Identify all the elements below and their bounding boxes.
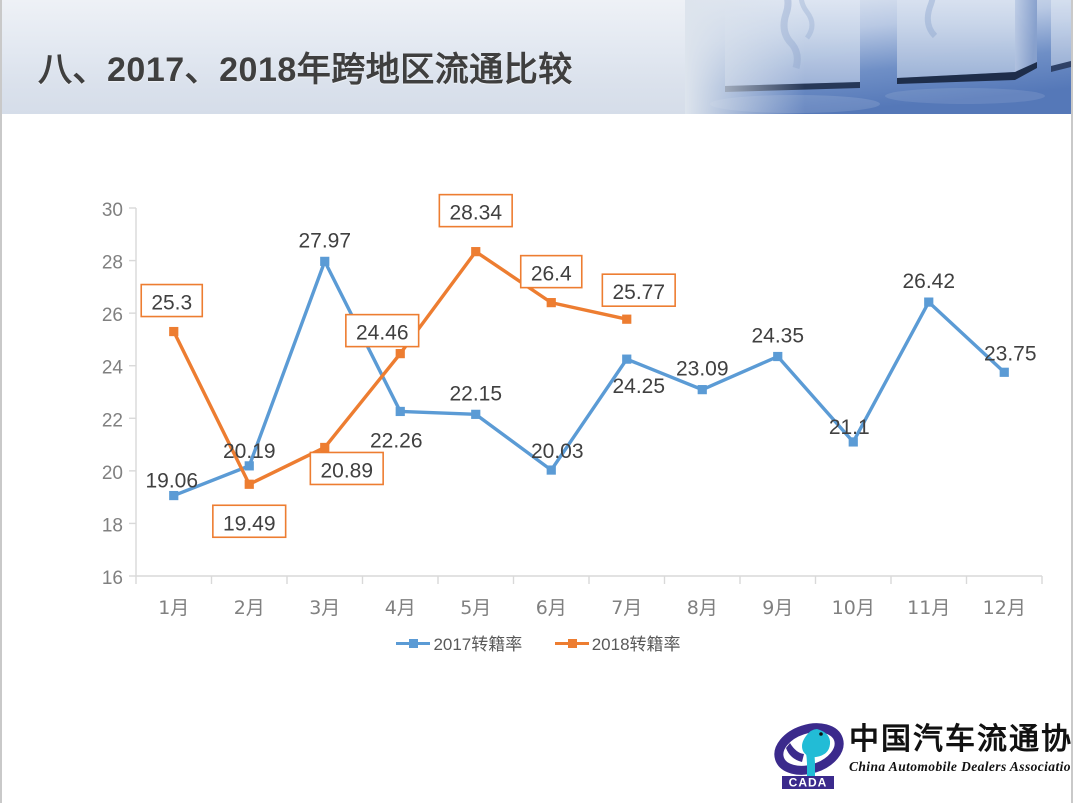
series-marker-1 [244, 461, 254, 471]
series-marker-2 [546, 298, 556, 308]
data-label-1: 23.75 [984, 342, 1037, 365]
series-marker-1 [999, 367, 1009, 377]
data-label-box-2 [519, 254, 583, 289]
data-label-1: 21.1 [829, 416, 870, 439]
series-marker-1 [546, 465, 556, 475]
data-label-2: 26.4 [531, 263, 572, 286]
x-axis-tick-label: 2月 [234, 597, 265, 619]
series-marker-2 [169, 326, 179, 337]
y-axis-tick-label: 26 [102, 305, 123, 326]
series-marker-1 [320, 256, 330, 266]
x-axis-tick-label: 4月 [385, 597, 416, 619]
data-label-1: 24.35 [751, 325, 804, 348]
data-label-box-2 [438, 193, 513, 228]
chart-plot-area: 16 18 20 22 24 26 28 30 1月 2月 3月 4月 5月 6月 7月 8月 9月 10月 11… [102, 193, 1043, 619]
series-marker-2 [244, 479, 254, 489]
y-axis-tick-label: 24 [102, 358, 124, 379]
y-axis-tick-label: 30 [102, 200, 123, 221]
x-axis-tick-label: 12月 [983, 597, 1026, 619]
data-label-1: 27.97 [298, 229, 351, 252]
chart-series [169, 247, 1009, 501]
legend-swatch-2017 [396, 637, 431, 649]
x-axis-tick-label: 6月 [536, 597, 567, 619]
y-axis-tick-label: 22 [102, 410, 123, 431]
series-marker-1 [395, 406, 405, 417]
series-marker-1 [848, 437, 858, 447]
series-marker-2 [471, 247, 481, 257]
cada-logo: CADA 中国汽车流通协会 China Automobile Dealers A… [773, 719, 1073, 795]
data-label-2: 24.46 [356, 322, 409, 345]
page-title: 八、2017、2018年跨地区流通比较 [38, 51, 573, 89]
cada-name-cn: 中国汽车流通协会 [849, 722, 1073, 757]
data-label-2: 28.34 [449, 202, 502, 225]
slide-header-band: 八、2017、2018年跨地区流通比较 [2, 0, 1071, 114]
data-label-1: 22.15 [449, 382, 502, 405]
series-marker-1 [697, 385, 707, 395]
data-label-box-2 [309, 451, 384, 486]
cada-logo-mark: CADA [773, 721, 845, 790]
x-axis-tick-label: 1月 [158, 597, 189, 619]
x-axis-tick-label: 3月 [309, 597, 340, 619]
series-marker-1 [471, 409, 481, 419]
data-label-box-2 [212, 504, 287, 539]
x-axis-tick-label: 10月 [832, 597, 875, 619]
data-label-1: 24.25 [612, 375, 665, 398]
data-label-1: 19.06 [145, 470, 198, 493]
series-marker-1 [924, 297, 934, 307]
data-label-2: 25.3 [151, 292, 192, 315]
y-axis: 16 18 20 22 24 26 28 30 [102, 200, 137, 589]
legend-swatch-2018 [554, 637, 589, 649]
x-axis-tick-label: 8月 [687, 597, 718, 619]
data-label-1: 23.09 [676, 358, 729, 381]
series-marker-1 [773, 351, 783, 362]
x-axis-tick-label: 11月 [907, 597, 950, 619]
legend-marker-2018 [567, 638, 577, 648]
x-axis-tick-label: 5月 [460, 597, 491, 619]
header-cubes-graphic [685, 0, 1071, 114]
data-label-1: 22.26 [370, 429, 423, 452]
data-label-1: 20.19 [223, 440, 276, 463]
chart-legend: 2017转籍率 2018转籍率 [2, 630, 1071, 655]
data-label-1: 20.03 [531, 440, 584, 463]
data-label-2: 25.77 [612, 281, 665, 304]
legend-marker-2017 [409, 638, 419, 648]
header-decoration-image [685, 0, 1071, 114]
cada-logo-text: 中国汽车流通协会 China Automobile Dealers Associ… [849, 722, 1073, 775]
cada-mark-text: CADA [789, 776, 828, 790]
x-axis-tick-label: 9月 [762, 597, 793, 619]
y-axis-tick-label: 18 [102, 515, 123, 536]
data-label-box-2 [140, 283, 204, 318]
line-chart: 16 18 20 22 24 26 28 30 1月 2月 3月 4月 5月 6月 7月 8月 9月 10月 11… [2, 150, 1071, 680]
series-marker-2 [320, 442, 330, 453]
cada-emblem-icon: CADA [774, 723, 844, 790]
cada-name-en: China Automobile Dealers Association [849, 759, 1073, 774]
legend-label-2017: 2017转籍率 [433, 635, 523, 654]
data-label-box-2 [345, 313, 420, 348]
data-label-2: 20.89 [320, 459, 373, 482]
x-axis-tick-label: 7月 [611, 597, 642, 619]
x-axis: 1月 2月 3月 4月 5月 6月 7月 8月 9月 10月 11月 12月 [135, 575, 1043, 619]
series-marker-1 [169, 490, 179, 501]
series-marker-2 [395, 349, 405, 359]
data-label-2: 19.49 [223, 512, 276, 535]
data-label-1: 26.42 [902, 270, 955, 293]
y-axis-tick-label: 28 [102, 253, 123, 274]
legend-label-2018: 2018转籍率 [591, 635, 681, 654]
legend-item-2017[interactable]: 2017转籍率 [396, 630, 522, 655]
series-marker-2 [622, 314, 632, 324]
data-label-box-2 [601, 273, 676, 307]
chart-data-labels: 19.06 20.19 27.97 22.26 22.15 20.03 24.25 23.09… [140, 193, 1037, 539]
y-axis-tick-label: 16 [102, 568, 123, 589]
series-line-1 [172, 259, 1006, 498]
series-marker-1 [622, 354, 632, 364]
legend-item-2018[interactable]: 2018转籍率 [554, 630, 681, 655]
y-axis-tick-label: 20 [102, 463, 123, 484]
